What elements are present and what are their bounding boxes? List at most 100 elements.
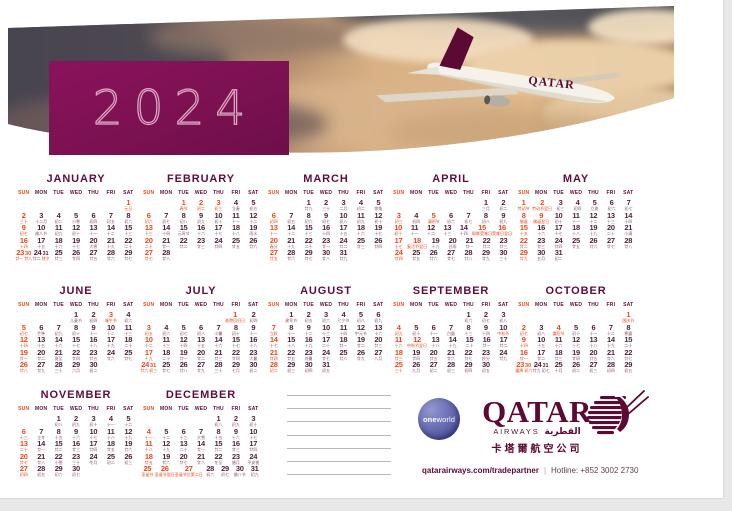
lunar-labels: 二十 (140, 244, 157, 249)
date-number: 15 (478, 223, 486, 233)
date-number: 3 (216, 198, 221, 207)
lunar-labels: 十二 (282, 232, 299, 236)
lunar-label: 七夕节 (337, 318, 350, 323)
date-number: 19 (356, 335, 365, 345)
date-numbers: 9 (495, 211, 512, 220)
date-number: 19 (249, 223, 258, 233)
lunar-label: 二月 (339, 206, 348, 211)
lunar-labels: 五月 (532, 257, 549, 261)
date-numbers: 27 (265, 249, 282, 257)
date-numbers: 6 (265, 211, 282, 220)
date-numbers: 30 (232, 465, 247, 473)
lunar-labels: 十八 (140, 448, 157, 452)
date-numbers: 4 (50, 211, 67, 220)
lunar-labels: 春节 (175, 207, 192, 211)
lunar-labels: 初七 (317, 219, 334, 224)
lunar-label: 廿五 (287, 355, 296, 361)
date-numbers: 3 (245, 415, 262, 423)
lunar-label: 十二 (304, 330, 313, 336)
date-cell: 21 小满 (620, 224, 637, 237)
lunar-labels: 廿五 (102, 448, 119, 452)
date-cell: 9 初七 (317, 211, 334, 225)
week-row: 11 十六 12 中秋节翌日 13 十八 14 十九 15 二十 16 廿一 17 廿二 (390, 336, 512, 349)
lunar-labels: 廿八 (192, 460, 209, 465)
lunar-label: 廿六 (446, 355, 455, 361)
date-cell: 3 初十 (85, 415, 102, 428)
lunar-labels: 十五 (335, 232, 352, 236)
date-cell: 16 十八 (85, 336, 102, 349)
date-cell (50, 311, 67, 324)
date-number: 17 (537, 347, 545, 357)
date-cell: 21 廿六 (442, 348, 459, 362)
date-cell: 27 廿七 (442, 249, 459, 262)
date-number: 17 (394, 235, 403, 245)
date-number: 1 (74, 310, 78, 319)
lunar-label: 廿九 (37, 368, 46, 374)
lunar-label: 初七 (162, 218, 171, 224)
date-numbers: 23 (85, 348, 102, 357)
lunar-label: 十三 (606, 218, 615, 224)
date-number: 29 (464, 360, 473, 370)
date-numbers: 8 (282, 323, 299, 332)
date-number: 28 (269, 360, 278, 370)
lunar-label: 二十 (304, 243, 313, 249)
day-header: FRI (231, 302, 241, 308)
lunar-label: 初六 (321, 318, 330, 323)
date-number: 8 (74, 322, 78, 332)
date-number: 15 (179, 223, 188, 233)
date-cell: 16 廿三 (67, 440, 84, 453)
date-cell: 24 廿九 (495, 348, 512, 362)
lunar-label: 廿三 (499, 243, 508, 249)
date-cell: 13 十五 (32, 336, 49, 349)
date-cell (265, 311, 282, 324)
date-number: 17 (89, 439, 98, 449)
lunar-labels: 清明节 (425, 219, 442, 224)
lunar-label: 廿二 (32, 256, 41, 262)
date-cell: 6 十三 (175, 427, 192, 441)
lunar-labels: 初六 (317, 319, 334, 323)
lunar-labels: 初七 (15, 232, 32, 236)
date-numbers: 18 (390, 348, 407, 357)
lunar-labels: 初二 (425, 369, 442, 373)
date-cell: 18 复活节翌日 (407, 236, 427, 250)
lunar-labels: 初七 (15, 331, 32, 336)
date-number: 22 (482, 235, 491, 245)
lunar-labels: 十一 (425, 331, 442, 336)
date-cell: 23 秋分 (477, 348, 494, 362)
lunar-labels: 廿四 (67, 356, 84, 361)
date-numbers: 24 (550, 236, 567, 245)
lunar-label: 十八 (106, 434, 115, 440)
lunar-label: 十九 (448, 343, 457, 349)
date-cell: 27 初四 (15, 465, 32, 478)
date-cell: 17 十五 (335, 224, 352, 237)
date-numbers: 5 (175, 323, 192, 332)
date-number: 10 (249, 426, 258, 436)
lunar-label: 初七 (220, 472, 229, 478)
date-numbers: 27 (602, 236, 619, 245)
date-cell: 17 廿二 (532, 347, 549, 362)
date-number: 3 (324, 310, 328, 319)
date-cell (120, 465, 137, 478)
week-row: 18 廿三 19 廿四 20 廿五 21 廿六 22 廿七 23 秋分 24 廿九 (390, 348, 512, 362)
lunar-labels: 廿九 (495, 356, 512, 361)
lunar-label: 初八 (196, 330, 205, 336)
date-cell: 28 三十 (210, 361, 227, 374)
day-header: SUN (143, 190, 155, 196)
month-december: DECEMBER SUN MON TUE WED THU FRI SAT 1 初八 2 初九 3 初十 4 十… (140, 389, 262, 478)
lunar-label: 廿九 (304, 206, 313, 211)
day-header: THU (462, 302, 474, 308)
day-headers: SUN MON TUE WED THU FRI SAT (140, 190, 262, 196)
lunar-labels: 小雪 (50, 460, 67, 465)
date-number: 10 (537, 335, 545, 345)
date-number: 20 (197, 347, 205, 357)
date-numbers: 15 (461, 336, 478, 344)
lunar-labels: 初九 (495, 219, 512, 224)
date-number: 25 (162, 360, 170, 370)
date-cell: 8 初八 (477, 211, 494, 225)
lunar-labels: 廿一 (15, 356, 32, 361)
date-number: 2 (483, 310, 488, 319)
lunar-label: 十三 (162, 343, 171, 349)
lunar-label: 初十 (89, 422, 98, 427)
lunar-label: 廿七 (179, 459, 188, 465)
date-cell: 24 31 廿二 除夕 (32, 249, 50, 262)
